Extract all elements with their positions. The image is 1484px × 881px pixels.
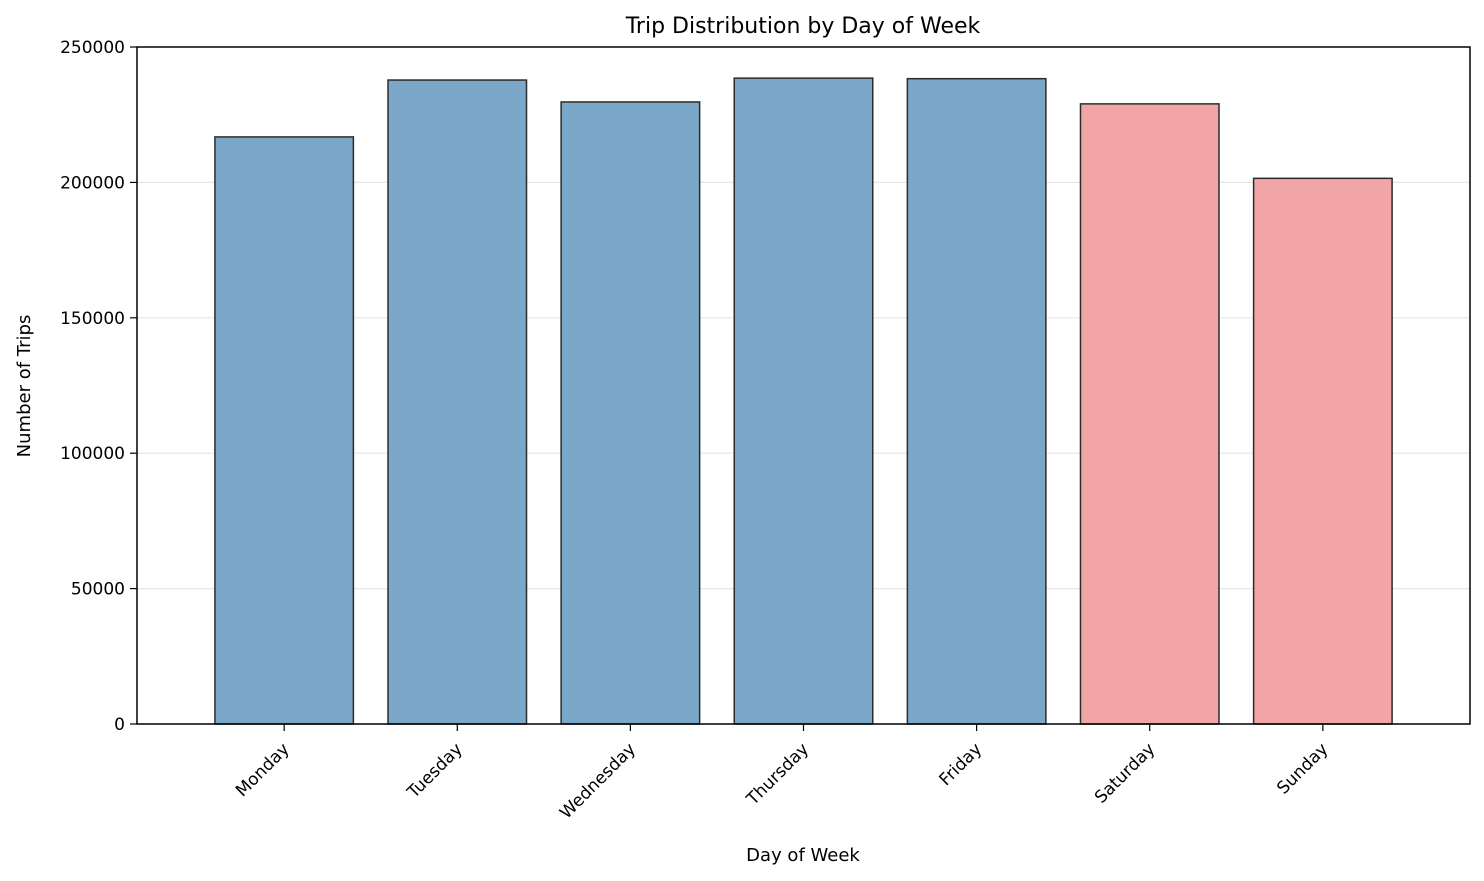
y-tick-label: 250000 [60,38,125,58]
x-tick-label: Saturday [1091,739,1159,807]
y-tick-label: 0 [114,715,125,735]
y-tick-label: 50000 [71,580,125,600]
x-tick-label: Friday [936,739,987,790]
x-axis: Monday Tuesday Wednesday Thursday Friday Satu… [232,724,1332,823]
x-tick-label: Sunday [1273,739,1332,798]
bar-friday [906,77,1047,725]
chart-title: Trip Distribution by Day of Week [625,14,981,39]
y-tick-label: 100000 [60,444,125,464]
bar-monday [214,136,355,725]
bar-wednesday [560,101,701,725]
bar-sunday [1252,177,1393,725]
x-tick-label: Monday [232,739,294,801]
bar-thursday [733,77,874,725]
y-tick-label: 150000 [60,309,125,329]
y-tick-label: 200000 [60,173,125,193]
x-axis-label: Day of Week [746,845,860,866]
x-tick-label: Tuesday [403,739,467,803]
y-axis: 0 50000 100000 150000 200000 250000 [60,38,137,735]
bars [214,77,1393,725]
x-tick-label: Thursday [742,739,813,810]
y-axis-label: Number of Trips [14,315,35,458]
bar-saturday [1079,103,1220,725]
x-tick-label: Wednesday [556,739,640,823]
bar-tuesday [387,79,528,725]
